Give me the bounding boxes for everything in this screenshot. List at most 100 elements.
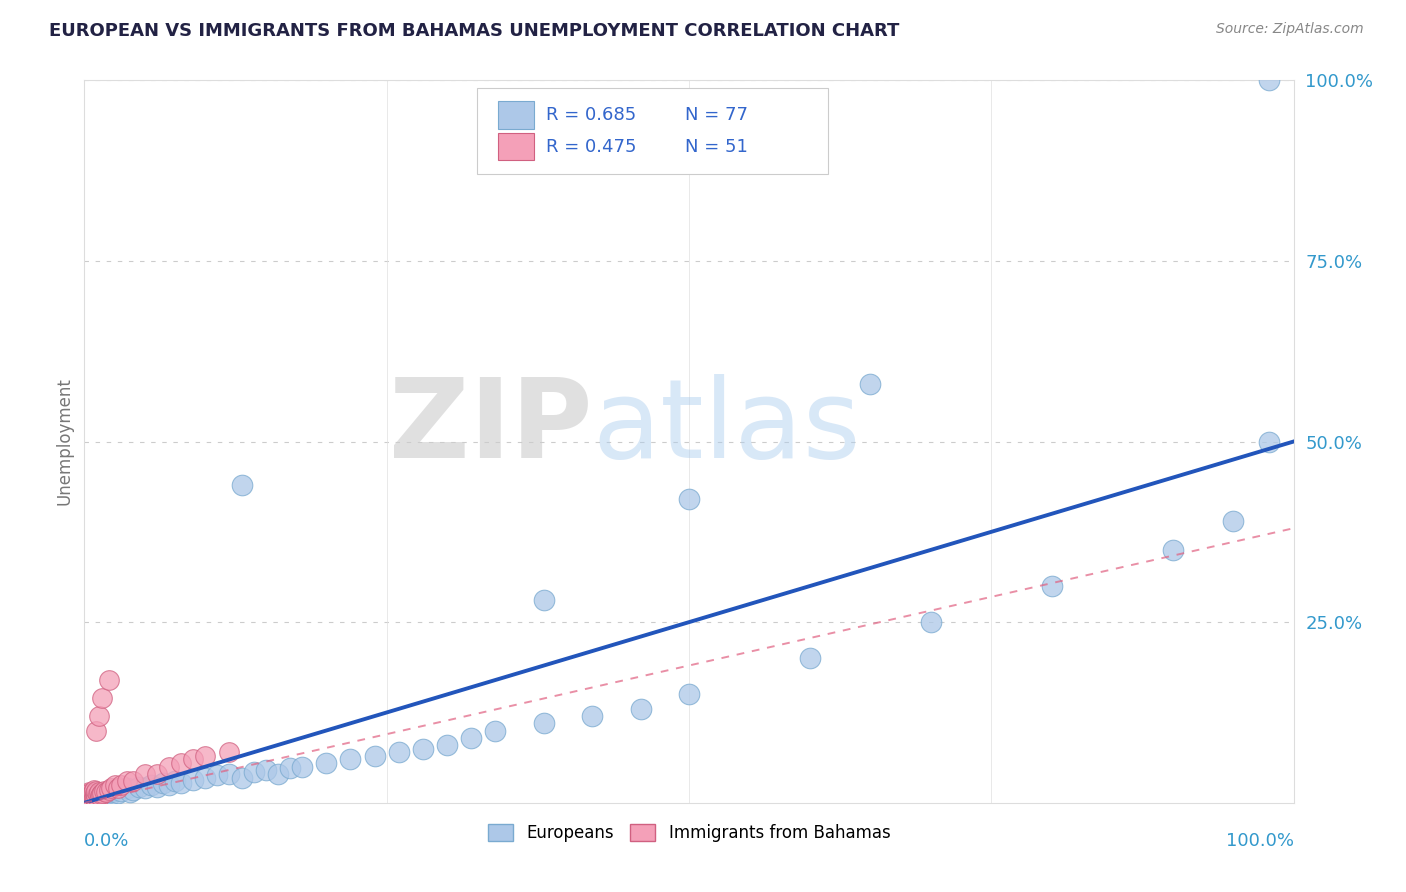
Point — [90, 787, 112, 801]
Point — [87, 787, 110, 801]
Point — [157, 760, 180, 774]
Point — [115, 774, 138, 789]
Point — [76, 792, 98, 806]
Point — [76, 794, 98, 808]
Point — [120, 785, 142, 799]
Point — [75, 790, 97, 805]
Point — [80, 787, 103, 801]
Point — [139, 778, 162, 792]
Point — [218, 745, 240, 759]
Point — [581, 709, 603, 723]
Point — [84, 786, 107, 800]
Point — [152, 775, 174, 789]
Point — [77, 789, 100, 804]
Point — [94, 785, 117, 799]
Point — [859, 376, 882, 391]
Point — [267, 767, 290, 781]
Point — [84, 791, 107, 805]
Point — [76, 789, 98, 803]
Point — [79, 794, 101, 808]
Point — [83, 790, 105, 805]
Point — [107, 786, 129, 800]
Point — [77, 793, 100, 807]
Point — [291, 760, 314, 774]
Point — [86, 787, 108, 801]
Point — [231, 771, 253, 785]
Point — [121, 774, 143, 789]
Point — [799, 651, 821, 665]
Point — [436, 738, 458, 752]
Point — [79, 786, 101, 800]
Point — [94, 786, 117, 800]
Y-axis label: Unemployment: Unemployment — [55, 377, 73, 506]
Point — [77, 792, 100, 806]
Point — [134, 781, 156, 796]
Point — [388, 745, 411, 759]
Text: atlas: atlas — [592, 374, 860, 481]
Point — [100, 781, 122, 796]
Point — [82, 792, 104, 806]
Text: Source: ZipAtlas.com: Source: ZipAtlas.com — [1216, 22, 1364, 37]
Point — [84, 789, 107, 804]
Point — [82, 785, 104, 799]
Point — [75, 792, 97, 806]
Point — [94, 787, 117, 801]
Point — [1161, 542, 1184, 557]
Point — [79, 793, 101, 807]
Point — [79, 789, 101, 804]
Point — [218, 767, 240, 781]
Point — [170, 775, 193, 789]
Point — [315, 756, 337, 770]
Point — [484, 723, 506, 738]
Point — [86, 784, 108, 798]
Point — [278, 761, 301, 775]
Point — [79, 790, 101, 805]
Point — [90, 788, 112, 802]
Point — [165, 774, 187, 789]
Point — [83, 790, 105, 805]
Text: R = 0.685: R = 0.685 — [547, 106, 637, 124]
Point — [194, 771, 217, 785]
Point — [107, 781, 129, 796]
Point — [86, 789, 108, 803]
Point — [678, 492, 700, 507]
Point — [93, 789, 115, 803]
Point — [207, 768, 229, 782]
Bar — [498, 101, 534, 128]
Point — [533, 716, 555, 731]
Point — [79, 793, 101, 807]
Point — [77, 791, 100, 805]
Point — [533, 593, 555, 607]
Point — [86, 789, 108, 803]
Point — [254, 764, 277, 778]
Point — [100, 785, 122, 799]
Point — [339, 752, 361, 766]
Point — [80, 791, 103, 805]
Point — [83, 782, 105, 797]
Point — [460, 731, 482, 745]
Point — [77, 790, 100, 805]
Point — [91, 691, 114, 706]
Point — [80, 790, 103, 805]
Point — [146, 780, 169, 794]
Point — [157, 778, 180, 792]
Point — [80, 790, 103, 805]
Point — [86, 723, 108, 738]
Point — [146, 767, 169, 781]
Point — [77, 787, 100, 801]
Point — [91, 786, 114, 800]
Point — [82, 789, 104, 803]
Point — [77, 790, 100, 805]
Point — [1258, 73, 1281, 87]
Point — [678, 687, 700, 701]
Point — [1040, 579, 1063, 593]
Point — [630, 702, 652, 716]
Point — [87, 785, 110, 799]
Bar — [498, 133, 534, 161]
Point — [412, 741, 434, 756]
Point — [97, 673, 120, 687]
Point — [110, 778, 132, 792]
Text: 100.0%: 100.0% — [1226, 831, 1294, 850]
Point — [93, 784, 115, 798]
Point — [77, 790, 100, 805]
